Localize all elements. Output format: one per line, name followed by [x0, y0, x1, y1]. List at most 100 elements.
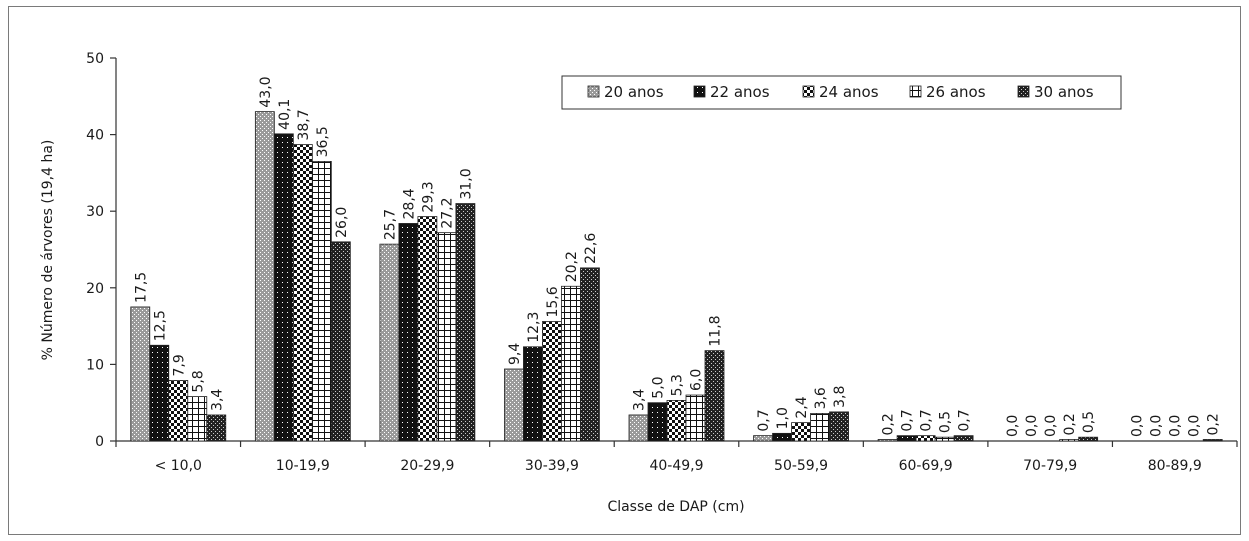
legend-label: 20 anos — [604, 83, 664, 101]
x-tick-label: 30-39,9 — [525, 458, 579, 474]
data-label: 0,0 — [1043, 415, 1059, 437]
data-label: 12,3 — [526, 312, 542, 343]
bar — [417, 216, 438, 442]
bar — [896, 435, 917, 442]
bar — [379, 243, 400, 442]
bar — [561, 285, 581, 442]
data-label: 1,0 — [775, 407, 791, 429]
bar — [398, 223, 419, 442]
legend-swatch — [1017, 85, 1030, 98]
x-tick-label: 70-79,9 — [1023, 458, 1077, 474]
bar — [187, 396, 208, 442]
data-label: 22,6 — [583, 233, 599, 264]
y-tick-label: 50 — [86, 51, 104, 67]
data-label: 0,2 — [1206, 413, 1222, 435]
data-label: 0,0 — [1149, 415, 1165, 437]
data-label: 7,9 — [171, 354, 187, 376]
bar — [330, 241, 351, 442]
data-label: 20,2 — [564, 251, 580, 282]
bar — [753, 435, 773, 442]
bar — [254, 111, 275, 442]
data-label: 3,4 — [209, 389, 225, 411]
data-label: 29,3 — [420, 181, 436, 212]
legend-swatch — [802, 85, 815, 98]
bar — [504, 368, 524, 442]
data-label: 25,7 — [382, 209, 398, 240]
y-tick-label: 20 — [86, 281, 104, 297]
data-label: 0,7 — [957, 409, 973, 431]
data-label: 0,5 — [1081, 411, 1097, 433]
data-label: 31,0 — [458, 168, 474, 199]
bar — [704, 350, 725, 442]
x-tick-label: 20-29,9 — [400, 458, 454, 474]
bar — [829, 411, 849, 442]
data-label: 38,7 — [296, 109, 312, 140]
data-label: 40,1 — [277, 99, 293, 130]
data-label: 0,2 — [881, 413, 897, 435]
bar — [436, 232, 457, 442]
data-label: 0,7 — [900, 409, 916, 431]
legend-swatch — [587, 85, 600, 98]
data-label: 0,0 — [1130, 415, 1146, 437]
data-label: 27,2 — [439, 197, 455, 228]
x-tick-label: 10-19,9 — [276, 458, 330, 474]
y-axis-label: % Número de árvores (19,4 ha) — [40, 140, 56, 361]
legend-label: 24 anos — [819, 83, 879, 101]
x-axis: < 10,0 10-19,9 20-29,9 30-39,9 40-49,9 50-59,… — [115, 440, 1238, 515]
data-label: 6,0 — [689, 369, 705, 391]
legend-label: 30 anos — [1034, 83, 1094, 101]
legend-label: 26 anos — [926, 83, 986, 101]
bar — [206, 414, 227, 442]
data-label: 15,6 — [545, 286, 561, 317]
y-tick-label: 40 — [86, 128, 104, 144]
y-tick-label: 10 — [86, 357, 104, 373]
chart-frame — [8, 6, 1241, 535]
bar — [666, 400, 687, 442]
x-tick-label: < 10,0 — [155, 458, 202, 474]
data-label: 3,8 — [832, 386, 848, 408]
data-label: 0,2 — [1062, 413, 1078, 435]
x-ticks: < 10,0 10-19,9 20-29,9 30-39,9 40-49,9 50-59,… — [115, 441, 1238, 474]
bar — [772, 432, 792, 442]
data-label: 26,0 — [334, 207, 350, 238]
bar — [523, 346, 543, 442]
bar — [685, 394, 706, 442]
data-label: 5,0 — [651, 376, 667, 398]
bar — [149, 344, 170, 442]
data-label: 0,0 — [1024, 415, 1040, 437]
bar — [1078, 436, 1099, 442]
bar — [311, 161, 332, 442]
bar — [542, 321, 562, 442]
data-label: 0,0 — [1005, 415, 1021, 437]
bar — [273, 133, 294, 442]
x-axis-label: Classe de DAP (cm) — [607, 499, 744, 515]
y-tick-label: 0 — [95, 434, 104, 450]
data-label: 2,4 — [794, 396, 810, 418]
bar — [1059, 439, 1080, 442]
data-label: 12,5 — [152, 310, 168, 341]
data-label: 0,5 — [938, 411, 954, 433]
data-label: 5,3 — [670, 374, 686, 396]
data-label: 11,8 — [708, 315, 724, 346]
bar — [580, 267, 600, 442]
bar — [647, 402, 668, 442]
legend-swatch — [693, 85, 706, 98]
x-tick-label: 80-89,9 — [1148, 458, 1202, 474]
bar — [168, 380, 189, 442]
bar-labels: 17,512,57,95,83,443,040,1 38,736,526,0 25,… — [133, 76, 1221, 437]
x-tick-label: 60-69,9 — [899, 458, 953, 474]
data-label: 28,4 — [401, 188, 417, 219]
y-ticks: 0 10 20 30 40 50 — [86, 51, 116, 450]
bar — [934, 436, 955, 442]
data-label: 5,8 — [190, 370, 206, 392]
data-label: 3,4 — [632, 389, 648, 411]
x-tick-label: 40-49,9 — [649, 458, 703, 474]
legend-label: 22 anos — [710, 83, 770, 101]
data-label: 9,4 — [507, 343, 523, 365]
data-label: 0,0 — [1168, 415, 1184, 437]
bar — [953, 435, 974, 442]
data-label: 0,7 — [919, 409, 935, 431]
bar — [1202, 439, 1223, 442]
legend-swatch — [909, 85, 922, 98]
data-label: 36,5 — [315, 126, 331, 157]
